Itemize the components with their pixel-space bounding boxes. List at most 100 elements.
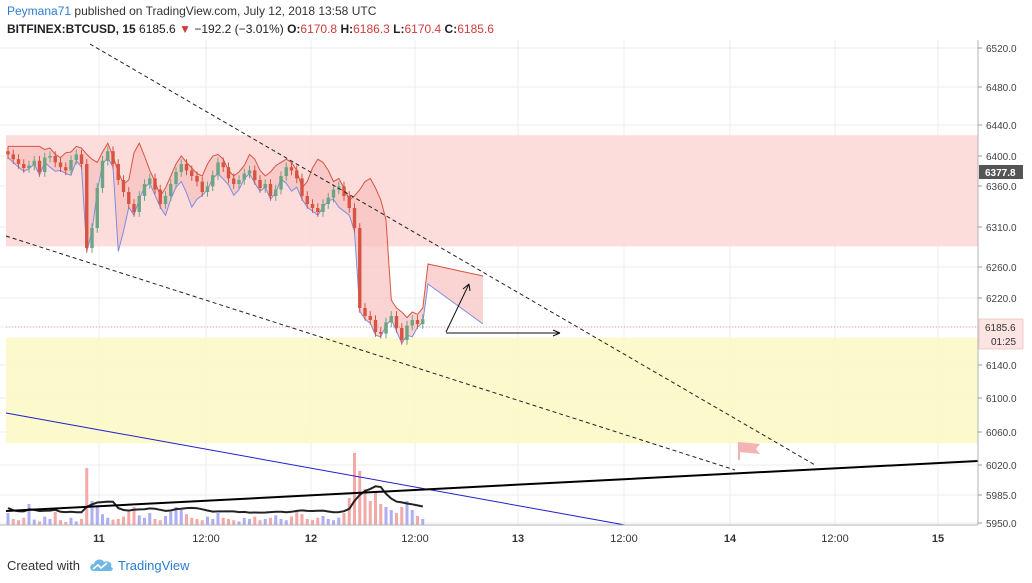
last-price: 6185.6 [139, 22, 176, 36]
candle-body [53, 156, 57, 163]
candle-body [64, 167, 68, 171]
volume-bars [6, 453, 425, 525]
volume-bar [416, 516, 419, 525]
volume-bar [290, 516, 293, 525]
close-label: C: [444, 22, 458, 36]
volume-bar [179, 510, 183, 525]
candle-body [153, 178, 157, 190]
change-value: −192.2 (−3.01%) [194, 22, 284, 36]
candle-body [316, 208, 320, 212]
candle-body [400, 328, 404, 340]
candle-body [184, 164, 189, 171]
volume-bar [101, 514, 104, 525]
volume-bar [279, 519, 283, 525]
candle-body [358, 228, 362, 308]
plot-background [0, 40, 978, 525]
lower-channel-line[interactable] [5, 235, 736, 471]
candle-body [405, 325, 409, 340]
volume-bar [311, 520, 314, 525]
volume-bar [59, 520, 62, 525]
volume-bar [389, 510, 393, 525]
volume-bar [153, 519, 157, 525]
volume-bar [169, 511, 173, 525]
price-tick-label: 5950.0 [986, 519, 1017, 530]
volume-bar [195, 519, 199, 525]
high-label: H: [340, 22, 354, 36]
tradingview-link[interactable]: TradingView [118, 558, 190, 573]
candle-body [116, 164, 120, 180]
volume-bar [32, 519, 36, 525]
candle-body [237, 180, 241, 184]
time-axis[interactable]: 11 12:00 12 12:00 13 12:00 14 12:00 15 [93, 533, 944, 545]
candle-body [121, 180, 126, 192]
price-tick-label: 5985.0 [986, 491, 1017, 502]
candles [6, 146, 425, 345]
volume-bar [132, 507, 136, 525]
open-value: 6170.8 [300, 22, 338, 36]
high-value: 6186.3 [353, 22, 390, 36]
volume-bar [185, 514, 188, 525]
candle-body [389, 316, 393, 323]
volume-bar [111, 519, 115, 525]
last-price-tag: 6185.6 01:25 [978, 318, 1024, 350]
time-tick-label: 13 [512, 533, 524, 545]
candle-body [148, 178, 152, 184]
price-chart[interactable]: 6520.0 6480.0 6440.0 6400.0 6360.0 6310.0 6260… [0, 40, 1032, 548]
volume-bar [6, 513, 10, 525]
candle-body [279, 176, 283, 190]
ohlc-legend: BITFINEX:BTCUSD, 15 6185.6 ▼ −192.2 (−3.… [7, 22, 494, 36]
published-text: published on TradingView.com, July 12, 2… [74, 4, 377, 18]
volume-bar [137, 515, 141, 525]
candle-body [242, 173, 246, 180]
candle-body [268, 184, 273, 196]
volume-bar [400, 507, 404, 525]
price-tick-label: 6140.0 [986, 361, 1017, 372]
candle-body [37, 160, 42, 172]
volume-bar [221, 517, 225, 525]
candle-body [379, 332, 383, 334]
support-trendline[interactable] [5, 460, 979, 512]
candle-body [22, 164, 26, 168]
countdown-label: 01:25 [991, 337, 1016, 348]
author-link[interactable]: Peymana71 [7, 4, 72, 18]
supply-zone [6, 135, 978, 247]
volume-bar [85, 468, 89, 525]
volume-bar [379, 504, 383, 525]
volume-bar [174, 507, 178, 525]
candle-body [363, 308, 367, 316]
volume-bar [405, 501, 409, 525]
volume-bar [342, 513, 346, 525]
candle-body [74, 154, 78, 160]
candle-body [32, 160, 36, 166]
candle-body [232, 178, 236, 184]
candle-body [284, 167, 288, 176]
candle-body [274, 189, 278, 196]
volume-bar [206, 516, 209, 525]
candle-body [421, 319, 425, 324]
up-arrow-head [462, 283, 471, 292]
cloud-area [8, 143, 483, 344]
price-tick-label: 6310.0 [986, 223, 1017, 234]
up-arrow[interactable] [445, 283, 470, 333]
time-tick-label: 11 [93, 533, 105, 545]
candle-body [289, 167, 294, 171]
demand-zone [6, 337, 978, 444]
price-axis[interactable]: 6520.0 6480.0 6440.0 6400.0 6360.0 6310.0 6260… [978, 44, 1024, 530]
candle-body [137, 196, 141, 212]
volume-bar [43, 516, 47, 525]
volume-ma-line [7, 485, 424, 514]
flag-icon[interactable] [738, 442, 760, 460]
candle-body [216, 162, 220, 176]
volume-bar [74, 521, 78, 525]
volume-bar [48, 519, 52, 525]
chart-header: Peymana71 published on TradingView.com, … [0, 0, 1032, 40]
volume-bar [148, 513, 152, 525]
candle-body [347, 196, 351, 208]
candle-body [16, 159, 21, 164]
volume-bar [158, 520, 162, 525]
price-tick-label: 6480.0 [986, 83, 1017, 94]
volume-bar [69, 517, 73, 525]
blue-trendline[interactable] [5, 412, 626, 526]
price-tick-label: 6060.0 [986, 428, 1017, 439]
volume-bar [421, 519, 425, 525]
